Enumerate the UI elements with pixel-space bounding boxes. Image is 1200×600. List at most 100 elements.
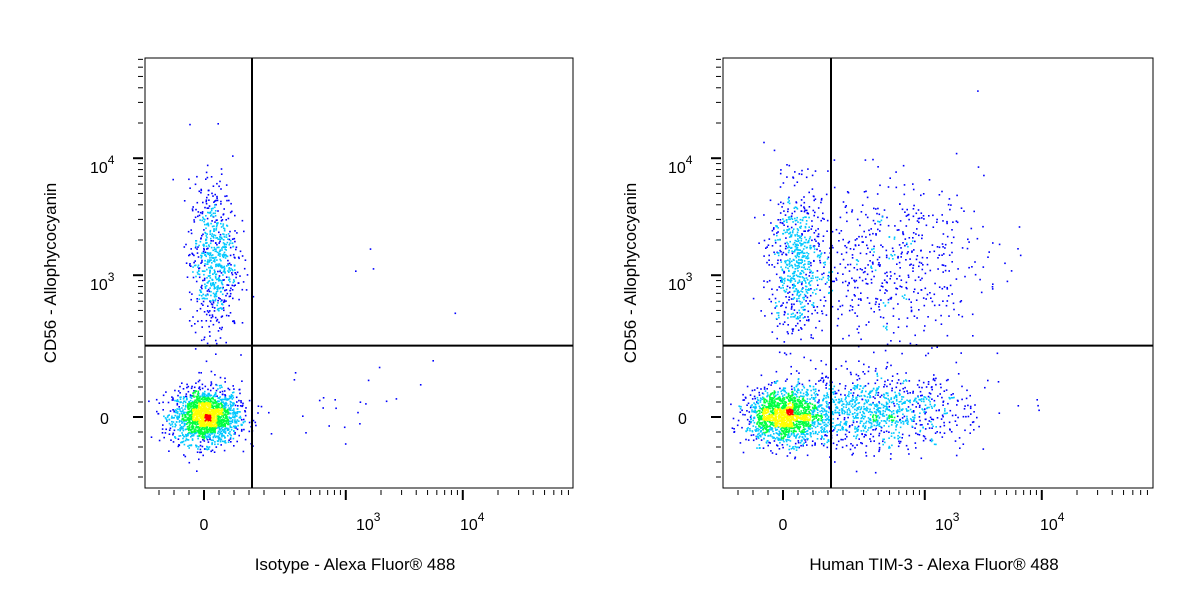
event-dot [208,411,211,413]
event-dot [825,376,827,378]
event-dot [819,259,821,262]
event-dot [213,228,215,230]
event-dot [805,290,808,293]
event-dot [202,270,204,272]
event-dot [816,412,819,414]
event-dot [899,220,902,222]
event-dot [228,417,231,419]
event-dot [927,383,930,385]
event-dot [855,427,858,430]
event-dot [816,276,819,279]
event-dot [936,221,938,223]
event-dot [937,395,939,397]
event-dot [836,430,838,433]
event-dot [221,432,223,435]
event-dot [931,300,934,303]
event-dot [207,448,210,450]
event-dot [858,360,860,362]
event-dot [200,320,203,322]
event-dot [204,218,206,221]
event-dot [865,213,867,216]
event-dot [744,414,746,416]
event-dot [216,278,219,281]
event-dot [221,219,224,221]
event-dot [862,424,864,427]
event-dot [801,276,804,278]
event-dot [864,427,867,429]
event-dot [248,399,251,402]
event-dot [924,325,926,327]
event-dot [228,279,230,281]
event-dot [841,428,844,431]
event-dot [213,419,215,422]
event-dot [770,300,772,303]
event-dot [217,424,219,426]
event-dot [934,282,936,285]
event-dot [847,289,849,292]
event-dot [207,436,210,438]
event-dot [207,447,210,450]
event-dot [887,298,890,301]
event-dot [885,367,887,370]
event-dot [218,403,220,405]
event-dot [205,285,208,287]
event-dot [216,199,219,202]
event-dot [823,252,826,254]
event-dot [224,195,226,198]
event-dot [213,260,216,262]
event-dot [885,325,888,328]
event-dot [822,410,824,413]
event-dot [846,402,848,404]
event-dot [359,401,362,403]
event-dot [806,279,809,281]
event-dot [779,245,782,247]
event-dot [878,446,881,449]
event-dot [203,438,205,440]
event-dot [216,308,219,311]
event-dot [206,418,208,420]
event-dot [187,230,190,233]
event-dot [858,325,860,328]
event-dot [845,295,848,298]
event-dot [868,403,871,406]
event-dot [851,254,854,256]
event-dot [815,229,817,232]
event-dot [816,420,819,422]
event-dot [201,393,204,396]
event-dot [820,197,823,200]
event-dot [201,387,204,390]
event-dot [883,394,886,396]
event-dot [889,410,891,412]
event-dot [205,320,208,322]
event-dot [905,408,908,410]
event-dot [187,425,189,428]
event-dot [188,408,191,410]
event-dot [807,319,810,322]
event-dot [207,398,209,400]
event-dot [178,413,181,415]
event-dot [806,256,808,258]
event-dot [891,411,893,413]
event-dot [224,429,226,431]
event-dot [913,418,915,420]
event-dot [193,416,195,419]
event-dot [240,354,242,356]
event-dot [220,420,222,422]
event-dot [172,397,174,399]
event-dot [805,223,808,225]
event-dot [209,412,212,414]
event-dot [230,404,232,407]
event-dot [901,420,904,423]
event-dot [798,294,801,297]
event-dot [209,416,212,419]
event-dot [839,263,842,265]
event-dot [858,406,860,408]
event-dot [183,420,185,423]
event-dot [872,158,874,161]
event-dot [215,277,217,279]
event-dot [878,416,881,419]
event-dot [209,434,211,437]
event-dot [208,244,210,246]
event-dot [221,424,224,426]
event-dot [214,421,217,424]
